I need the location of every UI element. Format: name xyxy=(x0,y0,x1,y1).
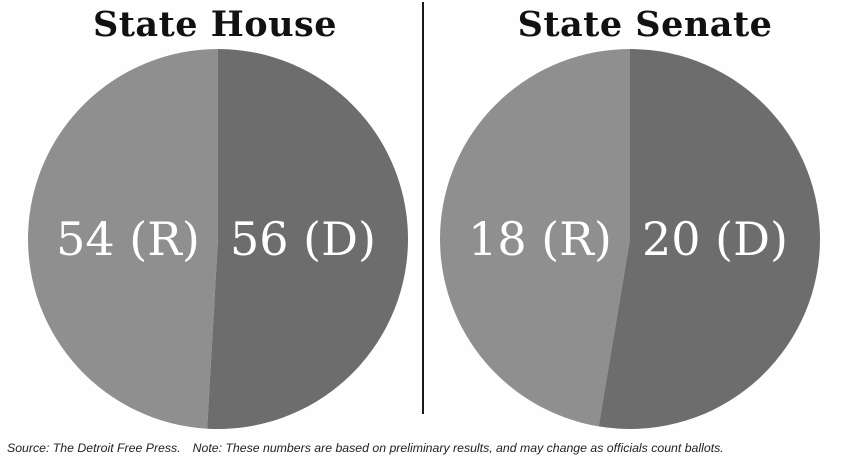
results-note: Note: These numbers are based on prelimi… xyxy=(192,441,724,455)
state-senate-slice-d xyxy=(598,49,820,429)
state-senate-label-r: 18 (R) xyxy=(468,212,612,266)
pie-charts: 54 (R) 56 (D) 18 (R) 20 (D) xyxy=(27,49,820,429)
state-house-slice-d xyxy=(207,49,408,429)
state-house-label-d: 56 (D) xyxy=(230,212,376,266)
state-senate-slice-r xyxy=(439,49,630,427)
chart-footer: Source: The Detroit Free Press. Note: The… xyxy=(7,441,724,455)
state-house-title: State House xyxy=(92,4,338,45)
state-senate-label-d: 20 (D) xyxy=(642,212,788,266)
state-senate-pie: 18 (R) 20 (D) xyxy=(439,49,820,429)
source-note: Source: The Detroit Free Press. xyxy=(7,441,181,455)
state-house-label-r: 54 (R) xyxy=(56,212,200,266)
state-house-slice-r xyxy=(27,49,218,429)
chart-divider xyxy=(422,2,424,414)
state-senate-title: State Senate xyxy=(517,4,773,45)
state-house-pie: 54 (R) 56 (D) xyxy=(27,49,408,429)
